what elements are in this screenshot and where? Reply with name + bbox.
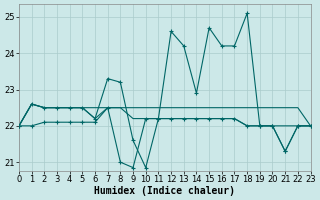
X-axis label: Humidex (Indice chaleur): Humidex (Indice chaleur) (94, 186, 235, 196)
